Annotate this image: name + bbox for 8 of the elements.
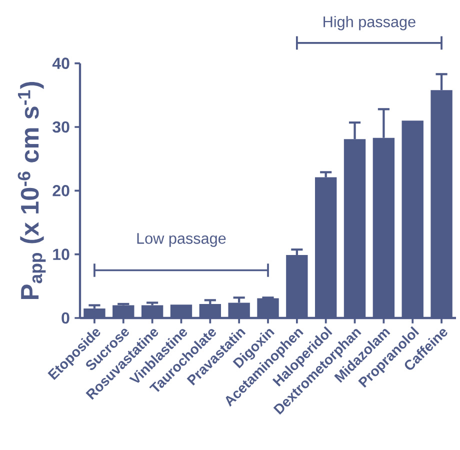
y-tick-label: 20 <box>52 185 70 196</box>
y-tick-label: 40 <box>52 58 70 69</box>
y-tick-label: 30 <box>52 121 70 133</box>
text: High passage <box>324 16 416 30</box>
y-tick-label: 10 <box>53 248 70 260</box>
y-tick-label: 0 <box>62 312 70 324</box>
y-axis-title: P$_{app}$ (x 10$^{-6}$ cm s$^{-1}$) <box>18 82 46 299</box>
annotation: Low passage <box>137 233 226 247</box>
